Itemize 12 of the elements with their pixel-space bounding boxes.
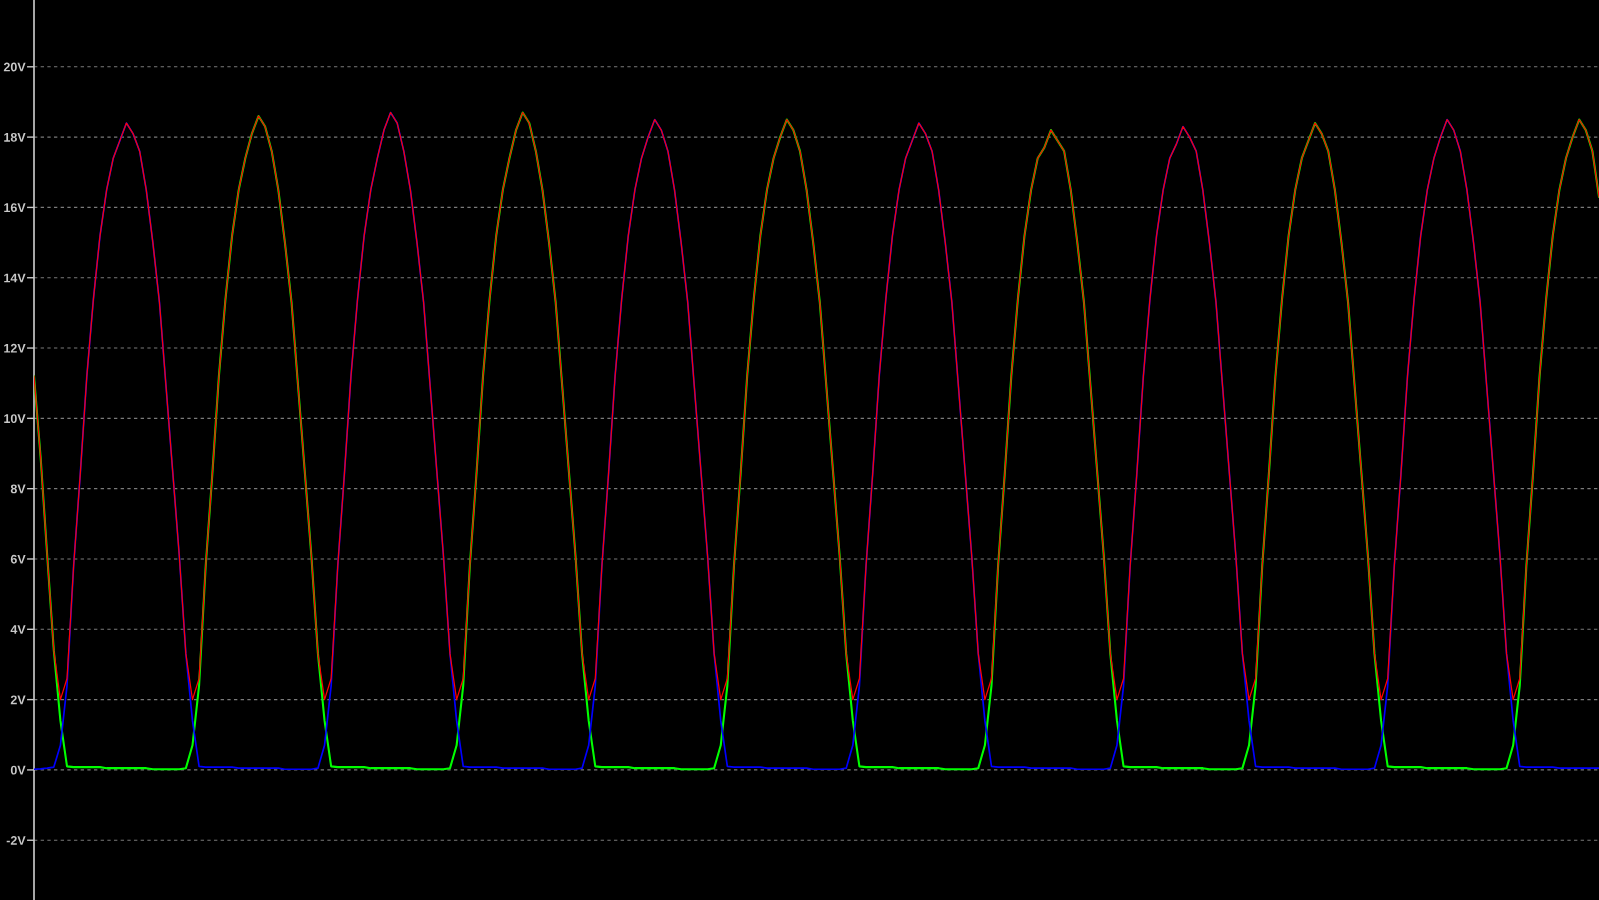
- y-tick-label: 12V: [4, 343, 26, 353]
- y-tick-label: 0V: [10, 765, 26, 775]
- y-tick-label: 16V: [4, 203, 26, 213]
- y-tick-label: 8V: [10, 484, 26, 494]
- y-tick-label: 18V: [4, 132, 26, 142]
- y-tick-label: 14V: [4, 273, 26, 283]
- y-tick-label: -2V: [6, 836, 26, 845]
- y-tick-label: 20V: [3, 62, 26, 72]
- y-tick-label: 10V: [4, 414, 26, 424]
- y-tick-label: 4V: [10, 625, 26, 634]
- y-tick-label: 2V: [10, 695, 26, 705]
- y-tick-label: 6V: [10, 554, 26, 564]
